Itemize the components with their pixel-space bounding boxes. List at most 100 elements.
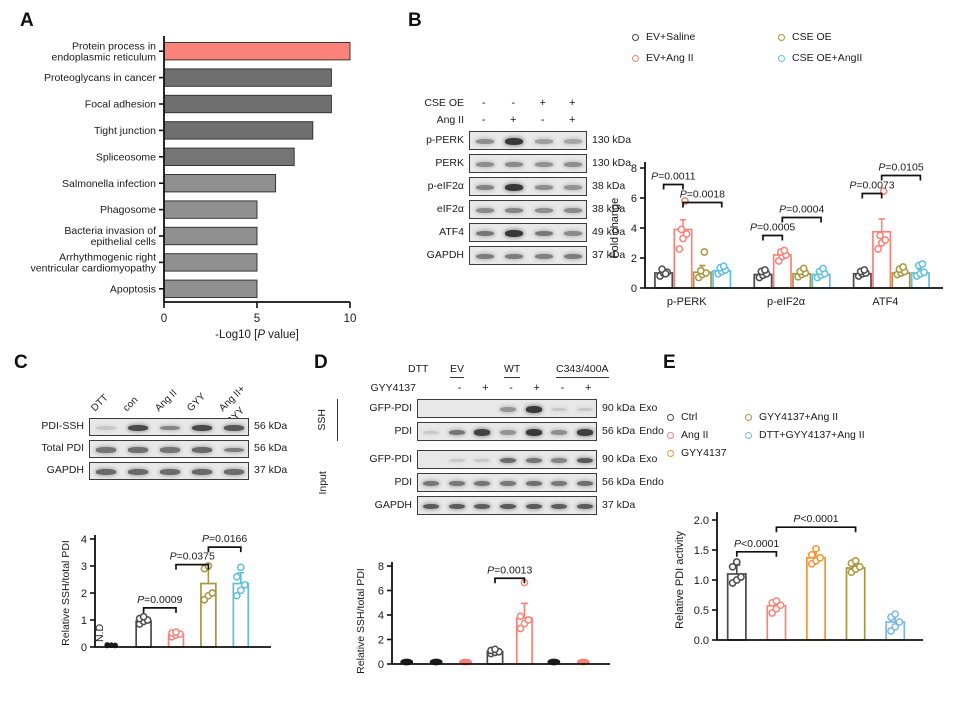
legend-item: DTT+GYY4137+Ang II [745,428,895,442]
blot-protein-label: PDI [394,424,412,437]
blot-group-rows: GFP-PDI 90 kDa Exo PDI 56 kDa Endo GAPDH 37 kDa [338,448,664,517]
blot-band [505,253,524,260]
blot-band [564,253,583,260]
data-point [816,553,825,562]
significance-bracket [861,192,883,199]
blot-group-rows: GFP-PDI 90 kDa Exo PDI 56 kDa Endo [338,397,664,443]
blot-group: SSH GFP-PDI 90 kDa Exo PDI 56 kDa Endo [312,397,664,443]
y-tick-label: 8 [378,561,384,573]
blot-protein-label: p-PERK [426,133,464,146]
blot-band [551,480,568,487]
blot-band [422,430,439,435]
data-point [807,550,816,559]
blot-band [96,426,116,430]
blot-lane-box [417,422,597,441]
pathway-bar [163,279,258,298]
blot-band [474,429,491,436]
blot-row: p-PERK 130 kDa [410,129,631,152]
blot-band [160,425,180,431]
data-point [728,562,737,571]
blot-band [525,503,542,510]
blot-group-bracket: Input [312,448,338,517]
pathway-bar [163,200,258,219]
blot-lane-box [417,473,597,492]
legend-item: CSE OE+AngII [778,52,906,65]
blot-lane-box [89,418,249,436]
blot-compartment-label: Endo [639,475,664,488]
data-point [232,591,241,600]
blot-band [577,429,594,436]
blot-group: Input GFP-PDI 90 kDa Exo PDI 56 kDa Endo GAPDH 3… [312,448,664,517]
pathway-bar [163,121,314,140]
y-axis-label: Relative SSH/total PDI [355,568,367,674]
blot-protein-label: GAPDH [374,498,412,511]
panel-a: A Protein process in endoplasmic reticulu… [18,10,378,341]
blot-row: GAPDH 37 kDa [338,494,664,517]
pathway-label: Focal adhesion [85,99,156,111]
blot-band [505,184,524,191]
significance-bracket [880,174,922,181]
blot-band [96,447,116,453]
pathway-bar [163,94,332,114]
x-tick-label: 5 [254,313,260,325]
condition-value: - [457,382,462,395]
blot-mw-label: 56 kDa [254,442,288,455]
y-tick-label: 6 [378,585,384,597]
y-tick-label: 2.0 [694,515,709,527]
blot-row: GFP-PDI 90 kDa Exo [338,397,664,420]
legend-label: GYY4137+Ang II [759,411,839,423]
y-tick-label: 0 [81,642,87,654]
data-point [772,597,781,605]
y-tick-label: 1.0 [694,575,709,587]
pathway-label: Bacteria invasion of [64,225,156,237]
blot-band [128,469,148,475]
p-value-label: P=0.0105 [878,162,923,174]
bar [845,567,866,641]
blot-protein-label: PDI-SSH [41,420,84,433]
data-point [761,266,769,274]
blot-band [475,139,494,144]
blot-band [551,430,568,435]
legend-marker-icon [667,432,674,440]
legend-label: DTT+GYY4137+Ang II [759,428,865,441]
data-point [240,581,249,589]
blot-lane-box [89,440,249,458]
blot-band [500,407,516,412]
panel-e-label: E [663,352,676,373]
x-tick-label: 10 [344,313,357,325]
panel-d-blot: DTT EV WT C343/400A GYY4137 - + - + - + SSH GFP-PDI 9… [312,363,664,517]
data-point [677,225,686,234]
blot-group-label: WT [504,363,521,378]
condition-label: GYY4137 [370,381,416,394]
blot-band [534,139,553,144]
blot-protein-label: PERK [435,156,464,169]
significance-bracket [762,234,784,241]
condition-value: + [539,97,546,110]
data-point [516,624,525,633]
p-value-label: P<0.0001 [734,538,779,550]
pathway-label: endoplasmic reticulum [52,51,157,63]
data-point [232,572,241,581]
y-tick-label: 2 [631,253,637,265]
blot-condition-row: GYY4137 - + - + - + [338,380,664,397]
panel-a-label: A [20,10,34,31]
pathway-bar [163,147,295,166]
legend-item: CSE OE [778,31,906,44]
p-value-label: P=0.0073 [849,180,894,192]
y-tick-label: 2 [378,634,384,646]
blot-band [564,139,583,144]
significance-bracket [775,526,857,533]
data-point [780,246,789,255]
blot-band [224,469,244,475]
blot-group-headers: DTT EV WT C343/400A [408,363,609,380]
panel-b-legend: EV+Saline CSE OE EV+Ang II CSE OE+AngII [632,31,906,74]
pathway-bar [163,253,258,272]
significance-bracket [175,563,210,570]
y-tick-label: 2 [81,588,87,600]
blot-band [475,207,494,213]
blot-band [475,162,494,167]
condition-value: + [533,382,540,395]
pathway-bar [163,226,258,246]
legend-item [745,448,895,460]
